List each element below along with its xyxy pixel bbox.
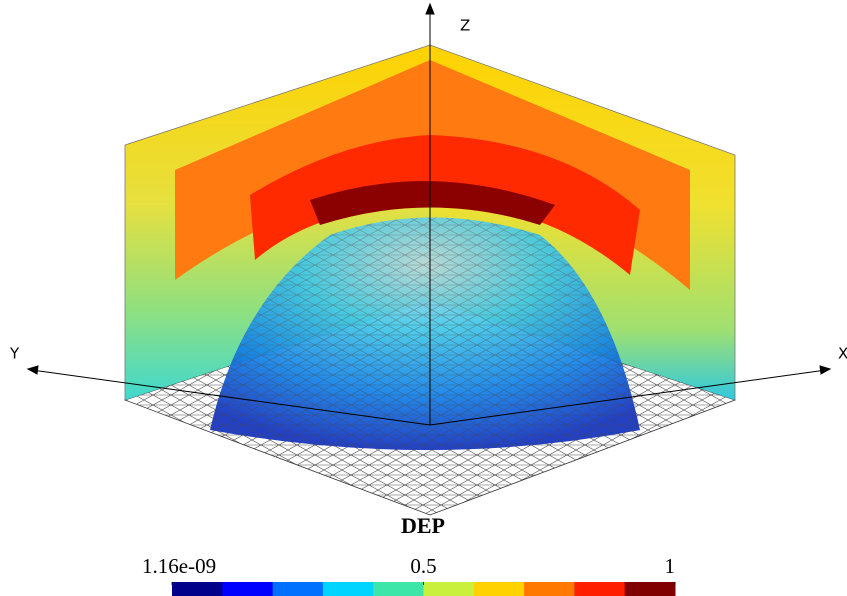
z-arrow — [425, 2, 435, 15]
colorbar-segment — [222, 582, 274, 596]
colorbar: 1.16e-09 0.5 1 — [142, 554, 676, 596]
colorbar-segment — [574, 582, 626, 596]
colorbar-segment — [473, 582, 525, 596]
axes — [26, 2, 832, 426]
colorbar-tick-label: 0.5 — [410, 554, 436, 578]
colorbar-segment — [423, 582, 475, 596]
y-axis-label: Y — [9, 345, 20, 363]
top-inner — [250, 135, 640, 275]
colorbar-segment — [172, 582, 223, 596]
y-axis — [31, 369, 431, 426]
colorbar-segment — [272, 582, 324, 596]
colorbar-segment — [322, 582, 374, 596]
colorbar-tick-label: 1 — [665, 554, 676, 578]
dome-mesh — [210, 217, 640, 450]
x-arrow — [819, 365, 832, 375]
colorbar-segment — [624, 582, 676, 596]
colorbar-tick-label: 1.16e-09 — [142, 554, 216, 578]
colorbar-segment — [373, 582, 424, 596]
z-axis-label: Z — [460, 17, 470, 35]
model — [123, 44, 737, 516]
top-core — [310, 181, 555, 225]
y-arrow — [26, 365, 39, 375]
colorbar-segment — [524, 582, 575, 596]
title: DEP — [401, 513, 445, 538]
x-axis-label: X — [838, 345, 847, 363]
x-axis — [429, 369, 827, 426]
